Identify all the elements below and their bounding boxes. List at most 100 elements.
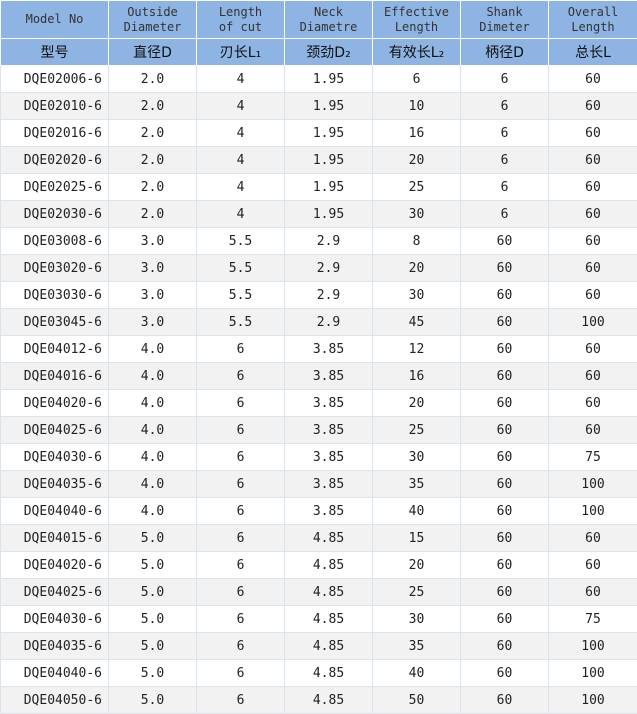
header-cn-model-no: 型号 [1,39,109,66]
cell-shank-diameter: 60 [461,525,549,552]
cell-outside-diameter: 4.0 [109,471,197,498]
cell-outside-diameter: 4.0 [109,363,197,390]
cell-length-of-cut: 5.5 [197,309,285,336]
cell-neck-diameter: 1.95 [285,201,373,228]
cell-overall-length: 60 [549,228,637,255]
cell-shank-diameter: 60 [461,498,549,525]
cell-outside-diameter: 4.0 [109,336,197,363]
cell-model-no: DQE04030-6 [1,606,109,633]
cell-outside-diameter: 2.0 [109,201,197,228]
cell-shank-diameter: 60 [461,336,549,363]
cell-neck-diameter: 2.9 [285,282,373,309]
cell-overall-length: 100 [549,498,637,525]
cell-overall-length: 60 [549,201,637,228]
cell-model-no: DQE02006-6 [1,66,109,93]
cell-effective-length: 50 [373,687,461,714]
cell-outside-diameter: 5.0 [109,552,197,579]
cell-model-no: DQE02016-6 [1,120,109,147]
cell-outside-diameter: 5.0 [109,606,197,633]
cell-length-of-cut: 5.5 [197,228,285,255]
cell-effective-length: 15 [373,525,461,552]
cell-neck-diameter: 3.85 [285,444,373,471]
cell-length-of-cut: 6 [197,444,285,471]
cell-length-of-cut: 4 [197,201,285,228]
cell-shank-diameter: 60 [461,228,549,255]
cell-neck-diameter: 4.85 [285,579,373,606]
cell-model-no: DQE04050-6 [1,687,109,714]
cell-length-of-cut: 6 [197,579,285,606]
cell-neck-diameter: 4.85 [285,525,373,552]
cell-overall-length: 60 [549,579,637,606]
cell-outside-diameter: 5.0 [109,579,197,606]
cell-effective-length: 20 [373,390,461,417]
cell-outside-diameter: 5.0 [109,633,197,660]
cell-outside-diameter: 3.0 [109,309,197,336]
header-cn-shank-diameter: 柄径D [461,39,549,66]
cell-neck-diameter: 3.85 [285,498,373,525]
cell-effective-length: 8 [373,228,461,255]
cell-overall-length: 60 [549,417,637,444]
cell-model-no: DQE04040-6 [1,498,109,525]
cell-effective-length: 30 [373,201,461,228]
cell-shank-diameter: 60 [461,444,549,471]
cell-outside-diameter: 3.0 [109,255,197,282]
cell-length-of-cut: 6 [197,498,285,525]
cell-overall-length: 100 [549,687,637,714]
cell-effective-length: 20 [373,552,461,579]
cell-outside-diameter: 2.0 [109,147,197,174]
header-overall-length: Overall Length [549,1,637,39]
header-neck-diameter: Neck Diametre [285,1,373,39]
cell-model-no: DQE04020-6 [1,390,109,417]
header-cn-outside-diameter: 直径D [109,39,197,66]
cell-model-no: DQE04015-6 [1,525,109,552]
cell-model-no: DQE04012-6 [1,336,109,363]
cell-outside-diameter: 2.0 [109,66,197,93]
cell-shank-diameter: 6 [461,93,549,120]
cell-neck-diameter: 2.9 [285,255,373,282]
cell-outside-diameter: 3.0 [109,282,197,309]
cell-overall-length: 60 [549,66,637,93]
cell-overall-length: 60 [549,363,637,390]
cell-length-of-cut: 4 [197,93,285,120]
cell-overall-length: 60 [549,336,637,363]
cell-length-of-cut: 4 [197,147,285,174]
cell-overall-length: 60 [549,390,637,417]
cell-shank-diameter: 60 [461,282,549,309]
cell-outside-diameter: 4.0 [109,390,197,417]
cell-model-no: DQE04025-6 [1,417,109,444]
cell-shank-diameter: 6 [461,66,549,93]
cell-neck-diameter: 1.95 [285,120,373,147]
cell-neck-diameter: 4.85 [285,687,373,714]
cell-outside-diameter: 5.0 [109,525,197,552]
header-cn-neck-diameter: 颈劲D₂ [285,39,373,66]
cell-neck-diameter: 3.85 [285,363,373,390]
cell-length-of-cut: 4 [197,66,285,93]
cell-overall-length: 100 [549,309,637,336]
cell-model-no: DQE04025-6 [1,579,109,606]
cell-model-no: DQE03030-6 [1,282,109,309]
cell-shank-diameter: 60 [461,660,549,687]
cell-shank-diameter: 6 [461,174,549,201]
cell-outside-diameter: 4.0 [109,444,197,471]
header-effective-length: Effective Length [373,1,461,39]
cell-length-of-cut: 6 [197,606,285,633]
cell-effective-length: 35 [373,633,461,660]
cell-overall-length: 60 [549,282,637,309]
header-length-of-cut: Length of cut [197,1,285,39]
